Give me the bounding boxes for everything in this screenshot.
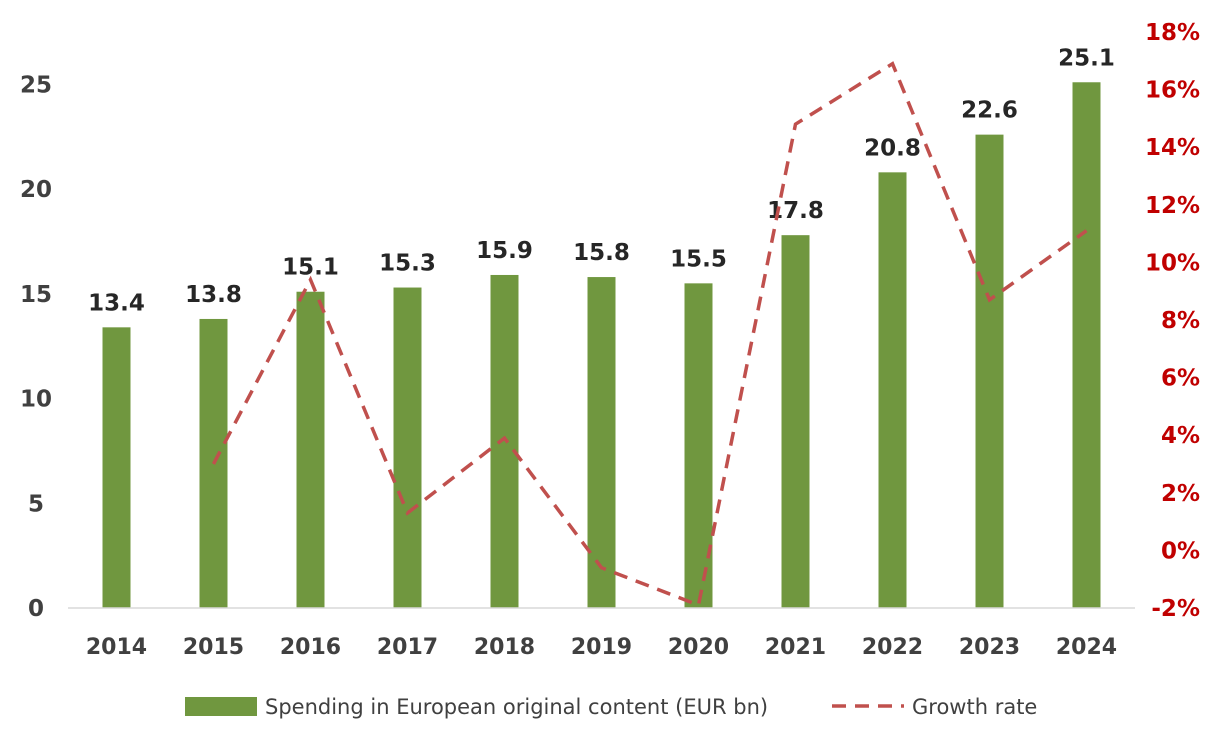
bar — [296, 291, 325, 608]
x-tick-label: 2020 — [668, 635, 729, 660]
y2-tick-label: 8% — [1161, 308, 1200, 334]
x-tick-label: 2014 — [86, 635, 147, 660]
bar — [781, 235, 810, 609]
bar-data-label: 20.8 — [864, 135, 921, 161]
y2-tick-label: 2% — [1161, 481, 1200, 507]
x-tick-label: 2015 — [183, 635, 244, 660]
x-tick-label: 2018 — [474, 635, 535, 660]
bar-data-label: 15.5 — [670, 246, 727, 272]
bar-series — [102, 82, 1101, 609]
bar-data-labels: 13.4 13.815.1 15.3 15.9 15.8 15.517.820.822.6… — [88, 45, 1115, 316]
bar — [975, 134, 1004, 608]
y-tick-label: 10 — [20, 387, 52, 413]
y2-tick-label: 14% — [1145, 135, 1200, 161]
left-axis: 0 5 10 15 20 25 — [20, 72, 52, 622]
y2-tick-label: 18% — [1145, 20, 1200, 46]
bar-data-label: 17.8 — [767, 198, 824, 224]
y2-tick-label: 6% — [1161, 366, 1200, 392]
bar — [1072, 82, 1101, 608]
y2-tick-label: 10% — [1145, 250, 1200, 276]
bar-data-label: 15.3 — [379, 251, 436, 277]
y-tick-label: 0 — [28, 596, 44, 622]
bar-data-label: 15.9 — [476, 238, 533, 264]
bar — [587, 277, 616, 608]
bar-data-label: 13.4 — [88, 290, 145, 316]
growth-rate-line — [211, 61, 1088, 608]
x-tick-label: 2024 — [1056, 635, 1117, 660]
y-tick-label: 5 — [28, 491, 44, 517]
y2-tick-label: 0% — [1161, 538, 1200, 564]
bar-data-label: 22.6 — [961, 98, 1018, 124]
bar — [490, 274, 519, 608]
bar-data-label: 13.8 — [185, 282, 242, 308]
y-tick-label: 25 — [20, 72, 52, 98]
x-tick-label: 2023 — [959, 635, 1020, 660]
bar-data-label: 25.1 — [1058, 45, 1115, 71]
bar — [393, 287, 422, 608]
x-tick-label: 2019 — [571, 635, 632, 660]
y-tick-label: 20 — [20, 177, 52, 203]
bar-data-label: 15.8 — [573, 240, 630, 266]
legend-bar-swatch — [185, 697, 257, 716]
bar — [684, 283, 713, 608]
x-tick-label: 2017 — [377, 635, 438, 660]
legend-line-label: Growth rate — [912, 695, 1037, 719]
y2-tick-label: -2% — [1151, 596, 1200, 622]
y2-tick-label: 4% — [1161, 423, 1200, 449]
x-axis-ticks: 2014 2015 2016 2017 2018 2019 2020 2021 2022 2023… — [86, 635, 1117, 660]
bar — [878, 172, 907, 609]
right-axis: -2% 0% 2% 4% 6% 8% 10% 12% 14% 16% 18% — [1145, 20, 1200, 622]
x-tick-label: 2021 — [765, 635, 826, 660]
y2-tick-label: 16% — [1145, 78, 1200, 104]
legend: Spending in European original content (E… — [185, 695, 1037, 719]
x-tick-label: 2016 — [280, 635, 341, 660]
y2-tick-label: 12% — [1145, 193, 1200, 219]
y-tick-label: 15 — [20, 282, 52, 308]
bar — [102, 327, 131, 608]
x-tick-label: 2022 — [862, 635, 923, 660]
legend-bar-label: Spending in European original content (E… — [265, 695, 768, 719]
